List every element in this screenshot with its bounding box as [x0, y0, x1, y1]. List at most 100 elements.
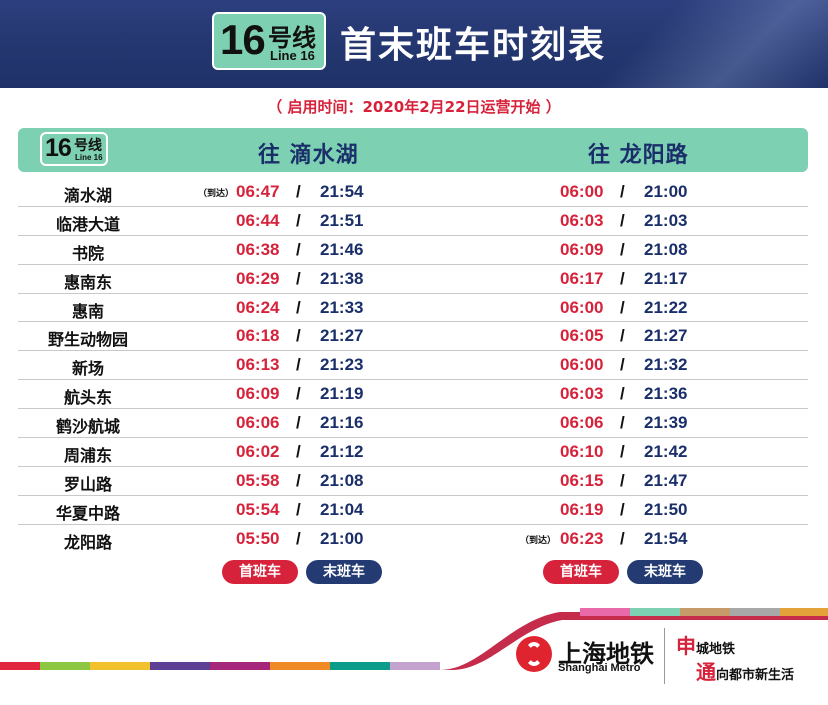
table-row: 华夏中路 05:54 / 21:04 06:19 / 21:50: [18, 496, 808, 525]
table-row: 滴水湖 （到达） 06:47 / 21:54 06:00 / 21:00: [18, 178, 808, 207]
first-train-time-dishuihu: 06:18: [236, 326, 280, 346]
separator: /: [620, 239, 625, 259]
first-train-time-dishuihu: 06:02: [236, 442, 280, 462]
last-train-time-dishuihu: 21:54: [320, 182, 364, 201]
first-train-time-dishuihu: 06:44: [236, 210, 280, 230]
rail-segment: [150, 662, 210, 670]
first-train-time-longyanglu: 06:03: [560, 384, 604, 404]
station-name: 滴水湖: [63, 186, 112, 205]
first-train-time-longyanglu: 06:10: [560, 442, 604, 462]
first-train-time-dishuihu: 05:58: [236, 470, 280, 490]
separator: /: [296, 210, 301, 230]
separator: /: [296, 528, 301, 548]
last-train-time-dishuihu: 21:16: [320, 413, 364, 433]
station-name: 书院: [71, 243, 104, 263]
first-train-time-dishuihu: 05:54: [236, 499, 280, 519]
last-train-time-dishuihu: 21:46: [320, 239, 364, 259]
station-name: 龙阳路: [63, 532, 112, 552]
first-train-time-dishuihu: 06:13: [236, 355, 280, 375]
separator: /: [296, 384, 301, 404]
last-train-time-dishuihu: 21:08: [320, 470, 364, 490]
table-row: 罗山路 05:58 / 21:08 06:15 / 21:47: [18, 467, 808, 496]
arrival-note: （到达）: [520, 535, 557, 546]
last-train-time-longyanglu: 21:50: [644, 499, 688, 519]
first-train-time-dishuihu: 06:47: [236, 182, 280, 201]
separator: /: [620, 499, 625, 519]
slogan-line-2: 通向都市新生活: [696, 656, 794, 685]
last-train-time-dishuihu: 21:12: [320, 442, 364, 462]
timetable-rows: 滴水湖 （到达） 06:47/21:54 06:00/21:00 临港大道 06:44/2…: [18, 178, 808, 554]
brand-name-en: Shanghai Metro: [558, 662, 641, 674]
station-name: 周浦东: [63, 446, 112, 466]
last-train-time-dishuihu: 21:38: [320, 268, 364, 288]
last-train-time-longyanglu: 21:36: [644, 384, 688, 404]
line-badge: 16 号线 Line 16: [212, 12, 326, 70]
rail-segment: [270, 662, 330, 670]
first-train-time-longyanglu: 06:17: [560, 268, 604, 288]
first-train-time-longyanglu: 06:03: [560, 210, 604, 230]
station-name: 新场: [71, 359, 104, 379]
first-train-time-longyanglu: 06:05: [560, 326, 604, 346]
last-train-time-longyanglu: 21:17: [644, 268, 688, 288]
line-english: Line 16: [270, 48, 315, 63]
separator: /: [620, 355, 625, 375]
separator: /: [296, 442, 301, 462]
separator: /: [296, 239, 301, 259]
rail-segment: [210, 662, 270, 670]
last-train-time-longyanglu: 21:03: [644, 210, 688, 230]
shanghai-metro-logo-icon: [516, 636, 552, 672]
last-train-time-dishuihu: 21:51: [320, 210, 364, 230]
last-train-time-longyanglu: 21:08: [644, 239, 688, 259]
slogan-line-1-initial: 申: [676, 634, 696, 658]
first-train-time-dishuihu: 06:29: [236, 268, 280, 288]
table-row: 航头东 06:09 / 21:19 06:03 / 21:36: [18, 380, 808, 410]
station-name: 航头东: [63, 388, 112, 408]
first-train-legend: 首班车: [543, 560, 619, 584]
rail-segment: [780, 608, 828, 616]
direction-header-longyanglu: 往 龙阳路: [588, 143, 689, 168]
header-shine: [528, 0, 828, 88]
page-title: 首末班车时刻表: [340, 25, 607, 66]
direction-header-dishuihu: 往 滴水湖: [258, 143, 359, 168]
last-train-legend: 末班车: [627, 560, 703, 584]
station-name: 鹤沙航城: [55, 417, 120, 437]
station-name: 惠南东: [63, 272, 112, 292]
first-train-time-longyanglu: 06:00: [560, 355, 604, 375]
slogan-line-2-initial: 通: [696, 660, 716, 684]
line-number: 16: [45, 134, 72, 162]
slogan-line-2-rest: 向都市新生活: [716, 668, 795, 683]
table-row: 周浦东 06:02 / 21:12 06:10 / 21:42: [18, 438, 808, 467]
table-row: 新场 06:13 / 21:23 06:00 / 21:32: [18, 351, 808, 381]
table-header: 16 号线 Line 16 往 滴水湖 往 龙阳路: [18, 128, 808, 172]
table-row: 惠南东 06:29 / 21:38 06:17 / 21:17: [18, 265, 808, 294]
station-name: 华夏中路: [55, 503, 120, 523]
rail-segment: [730, 608, 780, 616]
last-train-time-longyanglu: 21:27: [644, 326, 688, 346]
first-train-time-longyanglu: 06:00: [560, 182, 604, 201]
last-train-time-longyanglu: 21:42: [644, 442, 688, 462]
separator: /: [296, 413, 301, 433]
table-row: 鹤沙航城 06:06 / 21:16 06:06 / 21:39: [18, 409, 808, 439]
last-train-time-dishuihu: 21:19: [320, 384, 364, 404]
last-train-time-longyanglu: 21:22: [644, 297, 688, 317]
rail-segment: [40, 662, 90, 670]
last-train-time-dishuihu: 21:00: [320, 528, 364, 548]
last-train-time-longyanglu: 21:32: [644, 355, 688, 375]
last-train-time-dishuihu: 21:04: [320, 499, 364, 519]
line-badge-small: 16 号线 Line 16: [40, 132, 108, 166]
separator: /: [296, 268, 301, 288]
separator: /: [620, 413, 625, 433]
line-number: 16: [220, 16, 266, 63]
first-train-time-dishuihu: 06:09: [236, 384, 280, 404]
first-train-time-dishuihu: 05:50: [236, 528, 280, 548]
separator: /: [296, 499, 301, 519]
table-row: 书院 06:38 / 21:46 06:09 / 21:08: [18, 236, 808, 265]
separator: /: [620, 528, 625, 548]
separator: /: [296, 182, 301, 201]
separator: /: [620, 470, 625, 490]
last-train-time-dishuihu: 21:33: [320, 297, 364, 317]
rail-segment: [330, 662, 390, 670]
station-name: 罗山路: [63, 474, 112, 494]
slogan-line-1: 申城地铁: [676, 630, 735, 659]
separator: /: [620, 210, 625, 230]
